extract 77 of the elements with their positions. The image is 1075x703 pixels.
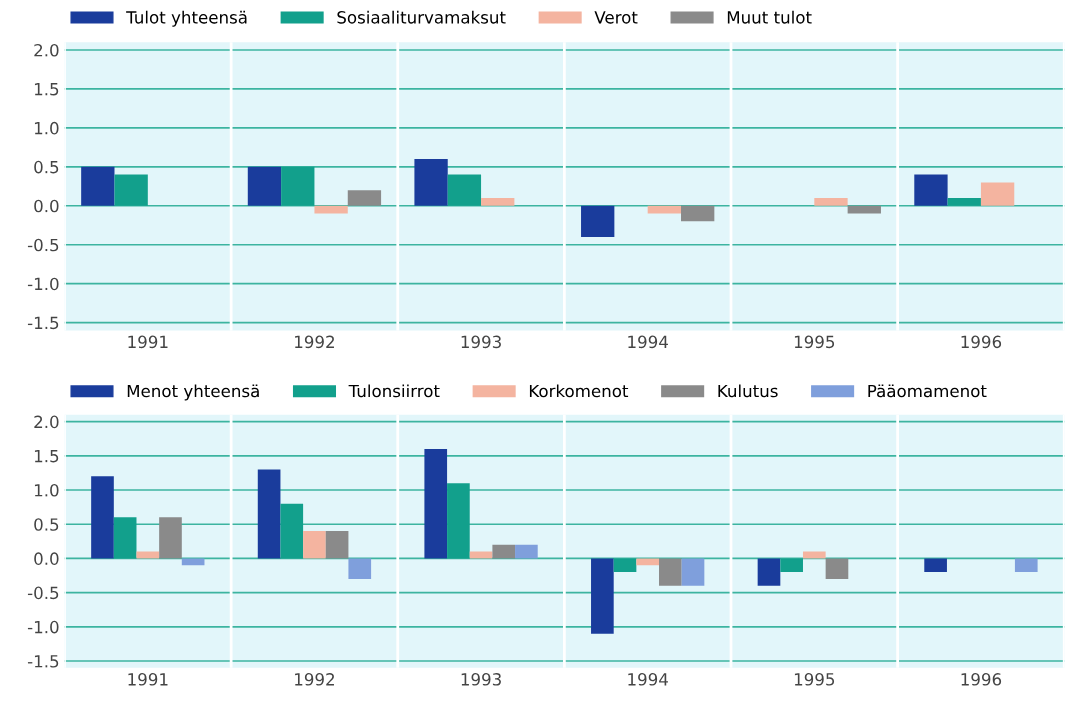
bar <box>114 174 148 206</box>
bar <box>347 190 382 206</box>
legend-label: Muut tulot <box>727 10 812 24</box>
bar <box>980 182 1015 206</box>
x-tick-label: 1991 <box>128 335 168 349</box>
bar <box>303 531 326 559</box>
bar <box>613 558 637 573</box>
legend-label: Pääomamenot <box>868 384 987 398</box>
bar <box>914 174 948 206</box>
y-tick-label: 1.0 <box>34 121 59 135</box>
bar <box>447 174 482 206</box>
y-tick-label: -1.5 <box>27 655 59 668</box>
x-tick-label: 1992 <box>295 673 334 686</box>
x-tick-label: 1994 <box>628 673 668 686</box>
x-tick-label: 1996 <box>961 335 1002 349</box>
y-tick-label: 1.5 <box>34 83 59 96</box>
x-tick-label: 1993 <box>461 335 501 349</box>
x-tick-label: 1995 <box>794 335 835 349</box>
bar <box>681 205 715 222</box>
bar <box>91 476 114 559</box>
y-tick-label: 0.0 <box>34 552 59 565</box>
x-tick-label: 1994 <box>628 335 668 349</box>
bar <box>581 205 615 237</box>
bar <box>414 159 448 206</box>
bar <box>924 558 947 573</box>
bar <box>947 197 981 206</box>
bar <box>325 531 349 559</box>
legend-label: Verot <box>594 11 638 24</box>
bar <box>159 517 182 559</box>
y-tick-label: 1.0 <box>34 483 59 497</box>
legend-label: Korkomenot <box>529 384 629 398</box>
bar <box>181 558 205 566</box>
x-tick-label: 1992 <box>295 335 334 349</box>
bar <box>757 558 781 586</box>
legend-label: Sosiaaliturvamaksut <box>337 10 506 24</box>
bar <box>247 166 282 206</box>
bar <box>515 544 538 559</box>
y-tick-label: 0.0 <box>34 199 59 213</box>
y-tick-label: 0.5 <box>34 160 59 174</box>
bar <box>280 503 304 559</box>
y-tick-label: 2.0 <box>34 415 59 429</box>
bar <box>81 166 115 206</box>
bar <box>636 558 660 566</box>
y-tick-label: -1.0 <box>27 277 59 291</box>
y-tick-label: -0.5 <box>27 586 59 600</box>
bar <box>447 483 470 559</box>
bar <box>591 558 614 634</box>
bar <box>314 205 348 214</box>
y-tick-label: -1.5 <box>27 316 59 330</box>
bar <box>481 197 515 206</box>
y-tick-label: -1.0 <box>27 620 59 634</box>
bar <box>424 448 448 559</box>
legend-label: Menot yhteensä <box>127 384 259 401</box>
legend-label: Tulot yhteensä <box>126 10 247 27</box>
x-tick-label: 1995 <box>794 673 835 686</box>
bar <box>825 558 849 579</box>
bar <box>492 544 516 559</box>
y-tick-label: -0.5 <box>27 238 59 252</box>
bar <box>1014 558 1038 573</box>
y-tick-label: 1.5 <box>34 449 59 463</box>
x-tick-label: 1993 <box>461 673 501 686</box>
x-tick-label: 1991 <box>128 673 168 686</box>
y-tick-label: 2.0 <box>34 43 59 57</box>
bar <box>281 166 315 206</box>
bar <box>113 517 137 559</box>
legend-label: Kulutus <box>718 384 778 398</box>
x-tick-label: 1996 <box>961 673 1002 686</box>
legend-label: Tulonsiirrot <box>348 384 440 398</box>
bar <box>348 558 372 579</box>
bar <box>780 558 803 573</box>
bar <box>257 469 281 559</box>
bar <box>659 558 682 586</box>
bar <box>647 205 682 214</box>
y-tick-label: 0.5 <box>34 518 59 531</box>
bar <box>681 558 705 586</box>
bar <box>847 205 881 214</box>
bar <box>814 197 848 206</box>
